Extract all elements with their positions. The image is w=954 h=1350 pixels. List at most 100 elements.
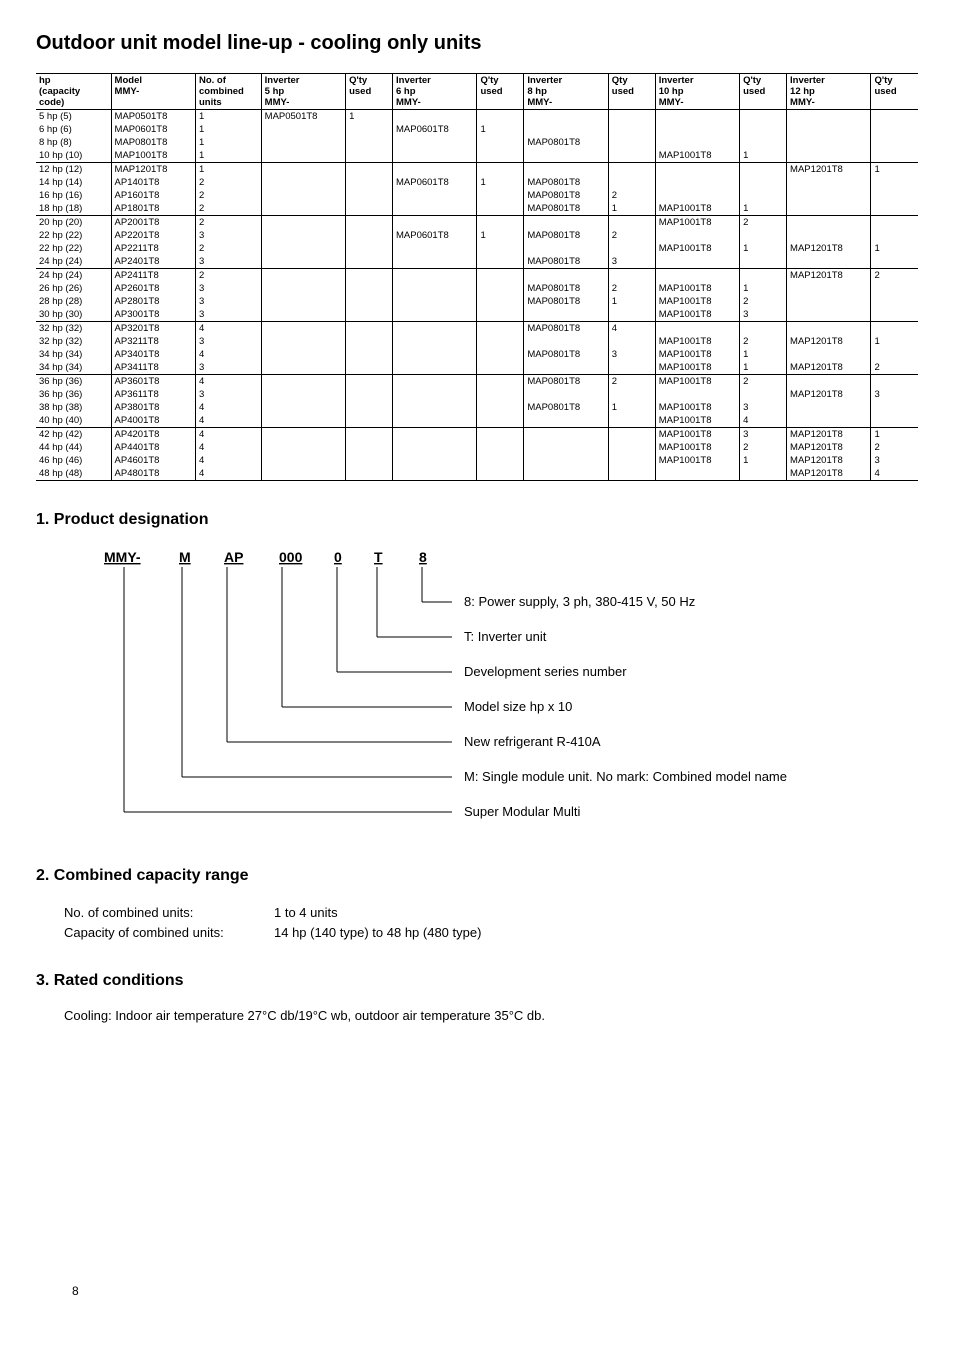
table-cell: MAP1001T8: [655, 149, 739, 163]
table-cell: [740, 123, 787, 136]
table-cell: [261, 255, 345, 269]
table-cell: [261, 322, 345, 336]
table-cell: 1: [740, 149, 787, 163]
table-cell: [393, 136, 477, 149]
table-cell: [346, 308, 393, 322]
table-cell: MAP1201T8: [787, 441, 871, 454]
table-cell: 3: [740, 401, 787, 414]
table-row: 12 hp (12)MAP1201T81MAP1201T81: [36, 163, 918, 177]
table-cell: [787, 295, 871, 308]
table-cell: MAP1201T8: [787, 242, 871, 255]
table-cell: [787, 123, 871, 136]
table-cell: AP4801T8: [111, 467, 195, 481]
table-cell: 3: [740, 428, 787, 442]
table-cell: MAP1201T8: [787, 163, 871, 177]
table-cell: [346, 401, 393, 414]
table-cell: [524, 467, 608, 481]
table-cell: [524, 454, 608, 467]
table-cell: 4: [740, 414, 787, 428]
table-cell: [524, 361, 608, 375]
table-cell: AP2201T8: [111, 229, 195, 242]
table-cell: [524, 269, 608, 283]
table-cell: [655, 255, 739, 269]
table-cell: MAP0801T8: [524, 295, 608, 308]
table-cell: [477, 255, 524, 269]
capacity-label: No. of combined units:: [64, 903, 274, 923]
table-cell: 4: [195, 348, 261, 361]
table-cell: [524, 308, 608, 322]
table-cell: [346, 348, 393, 361]
table-cell: 3: [195, 308, 261, 322]
table-cell: 1: [195, 149, 261, 163]
table-cell: AP2601T8: [111, 282, 195, 295]
table-cell: 2: [195, 189, 261, 202]
table-cell: [871, 123, 918, 136]
table-cell: [524, 428, 608, 442]
table-row: 6 hp (6)MAP0601T81MAP0601T81: [36, 123, 918, 136]
table-cell: 2: [871, 269, 918, 283]
table-cell: [261, 375, 345, 389]
table-cell: 24 hp (24): [36, 255, 111, 269]
table-cell: 1: [608, 295, 655, 308]
table-cell: 12 hp (12): [36, 163, 111, 177]
table-cell: [787, 414, 871, 428]
table-cell: 4: [871, 467, 918, 481]
table-cell: [524, 414, 608, 428]
table-cell: MAP1001T8: [655, 428, 739, 442]
svg-text:Development series number: Development series number: [464, 664, 627, 679]
table-cell: AP4201T8: [111, 428, 195, 442]
table-cell: 2: [195, 242, 261, 255]
table-cell: 2: [195, 216, 261, 230]
table-cell: [608, 216, 655, 230]
table-cell: [871, 322, 918, 336]
table-header: Q'tyused: [346, 74, 393, 110]
table-header: Inverter5 hpMMY-: [261, 74, 345, 110]
table-cell: 22 hp (22): [36, 229, 111, 242]
table-cell: 6 hp (6): [36, 123, 111, 136]
table-header: Q'tyused: [477, 74, 524, 110]
table-cell: MAP1201T8: [787, 467, 871, 481]
table-cell: [346, 295, 393, 308]
table-cell: 1: [477, 176, 524, 189]
svg-text:M: Single module unit. No mark: M: Single module unit. No mark: Combined…: [464, 769, 787, 784]
table-cell: [477, 348, 524, 361]
table-cell: [261, 428, 345, 442]
table-cell: 1: [608, 401, 655, 414]
table-row: 46 hp (46)AP4601T84MAP1001T81MAP1201T83: [36, 454, 918, 467]
table-cell: [740, 255, 787, 269]
table-cell: [608, 163, 655, 177]
table-cell: [393, 149, 477, 163]
table-cell: [871, 216, 918, 230]
table-cell: AP3411T8: [111, 361, 195, 375]
svg-text:T: Inverter unit: T: Inverter unit: [464, 629, 547, 644]
table-cell: 36 hp (36): [36, 388, 111, 401]
table-cell: 2: [608, 282, 655, 295]
table-cell: AP2211T8: [111, 242, 195, 255]
table-cell: [787, 282, 871, 295]
table-cell: [787, 322, 871, 336]
table-cell: [393, 242, 477, 255]
table-cell: [477, 189, 524, 202]
table-cell: [477, 216, 524, 230]
table-cell: [346, 149, 393, 163]
table-cell: [261, 335, 345, 348]
table-cell: [871, 414, 918, 428]
table-cell: 32 hp (32): [36, 322, 111, 336]
table-cell: [524, 216, 608, 230]
table-cell: [261, 189, 345, 202]
table-cell: [871, 295, 918, 308]
table-cell: [393, 110, 477, 124]
table-cell: MAP0501T8: [111, 110, 195, 124]
combined-capacity-block: No. of combined units:1 to 4 unitsCapaci…: [64, 903, 918, 942]
table-cell: [261, 216, 345, 230]
table-cell: [871, 202, 918, 216]
table-cell: 1: [195, 163, 261, 177]
table-cell: [608, 308, 655, 322]
table-cell: [608, 428, 655, 442]
table-cell: MAP1201T8: [787, 454, 871, 467]
table-row: 42 hp (42)AP4201T84MAP1001T83MAP1201T81: [36, 428, 918, 442]
table-cell: 1: [346, 110, 393, 124]
table-cell: MAP1201T8: [111, 163, 195, 177]
table-cell: AP2411T8: [111, 269, 195, 283]
table-cell: [477, 163, 524, 177]
